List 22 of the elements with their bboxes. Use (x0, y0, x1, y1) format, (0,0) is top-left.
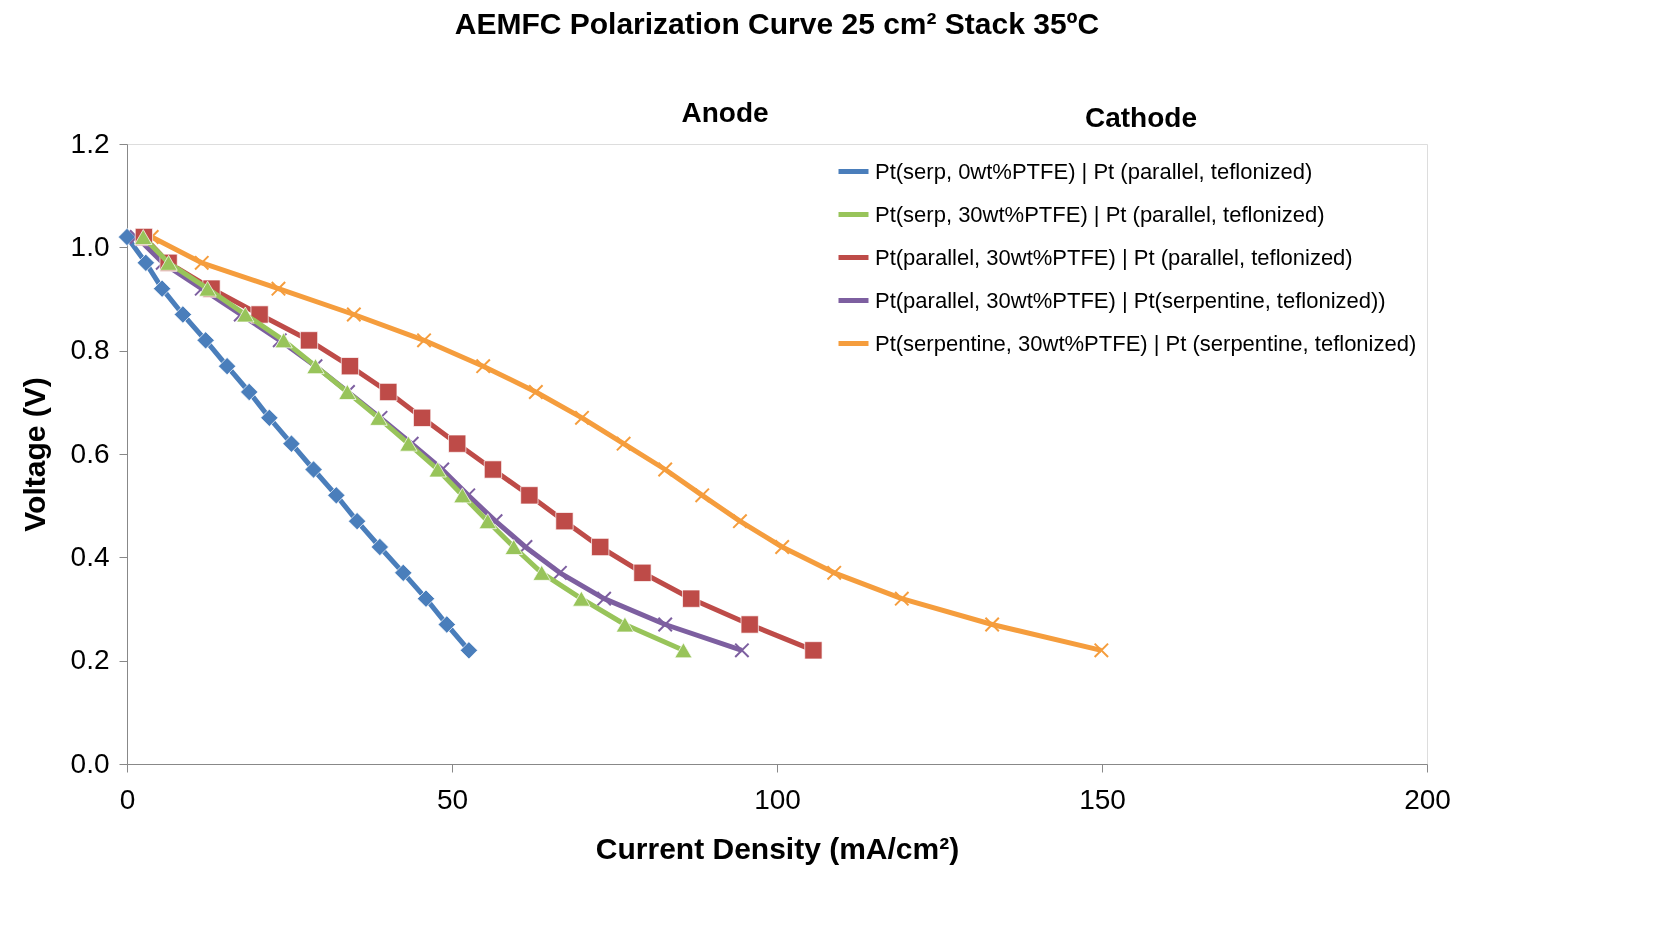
y-tick-label: 1.2 (70, 127, 110, 159)
x-tick-label: 0 (119, 783, 136, 815)
legend-label: Pt(parallel, 30wt%PTFE) | Pt (parallel, teflonized) (875, 244, 1353, 270)
x-tick-label: 100 (754, 783, 801, 815)
chart-title: AEMFC Polarization Curve 25 cm² Stack 35ºC (454, 7, 1100, 40)
x-tick-label: 50 (436, 783, 469, 815)
y-tick-label: 0.0 (70, 747, 110, 779)
legend-label: Pt(serp, 0wt%PTFE) | Pt (parallel, teflonized) (875, 158, 1313, 184)
text: Anode (681, 97, 769, 128)
y-tick-label: 1.0 (70, 230, 110, 262)
x-tick-label: 150 (1079, 783, 1126, 815)
y-tick-label: 0.6 (70, 437, 110, 469)
text: Cathode (1085, 102, 1197, 133)
legend-label: Pt(parallel, 30wt%PTFE) | Pt(serpentine, teflonized)) (875, 287, 1386, 313)
y-tick-label: 0.4 (70, 540, 110, 572)
x-tick-label: 200 (1404, 783, 1451, 815)
x-axis-title: Current Density (mA/cm²) (595, 831, 960, 865)
legend-label: Pt(serp, 30wt%PTFE) | Pt (parallel, teflonized) (875, 201, 1325, 227)
y-axis-title: Voltage (V) (17, 377, 51, 532)
y-tick-label: 0.2 (70, 644, 110, 676)
y-tick-label: 0.8 (70, 334, 110, 366)
legend-label: Pt(serpentine, 30wt%PTFE) | Pt (serpentine, teflonized) (875, 330, 1417, 356)
